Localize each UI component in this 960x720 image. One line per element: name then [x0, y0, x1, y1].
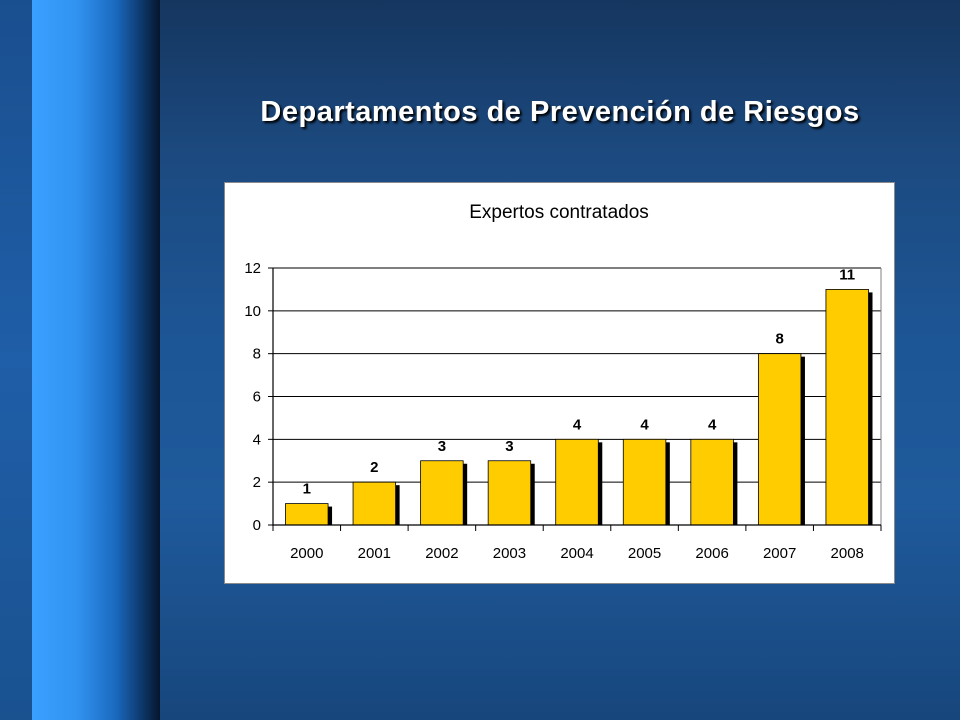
y-tick-label: 10	[244, 303, 261, 320]
bar	[487, 460, 532, 526]
x-tick-label: 2002	[425, 545, 458, 562]
x-tick-label: 2001	[358, 545, 391, 562]
data-label: 11	[839, 266, 855, 283]
left-decorative-bar	[32, 0, 160, 720]
y-tick-labels: 0 2 4 6 8 10 12	[244, 260, 261, 534]
x-tick-label: 2008	[831, 545, 864, 562]
x-tick-label: 2007	[763, 545, 796, 562]
data-label: 2	[370, 459, 378, 476]
x-tick-label: 2005	[628, 545, 661, 562]
data-label: 4	[640, 416, 649, 433]
data-label: 4	[573, 416, 582, 433]
y-tick-label: 4	[253, 431, 261, 448]
data-label: 3	[505, 438, 513, 455]
bar	[285, 503, 329, 526]
x-tick-label: 2004	[560, 545, 593, 562]
x-tick-label: 2003	[493, 545, 526, 562]
left-edge-strip	[0, 0, 32, 720]
x-tick-label: 2000	[290, 545, 323, 562]
x-tick-labels: 2000 2001 2002 2003 2004 2005 2006 2007 2008	[290, 545, 864, 562]
chart-title: Expertos contratados	[469, 202, 649, 223]
chart-panel: Expertos contratados 0 2 4 6 8 10 12 2000 2001 2…	[224, 182, 895, 584]
bar	[352, 481, 397, 526]
y-tick-label: 12	[244, 260, 261, 277]
bars	[285, 289, 873, 526]
bar	[555, 438, 599, 526]
axes	[268, 267, 882, 531]
bar	[690, 438, 734, 526]
data-labels: 1 2 3 3 4 4 4 8 11	[303, 266, 856, 497]
slide-title: Departamentos de Prevención de Riesgos	[260, 96, 860, 128]
bar	[825, 289, 869, 526]
bar	[420, 460, 464, 526]
y-tick-label: 6	[253, 389, 261, 406]
data-label: 3	[438, 438, 446, 455]
bar	[757, 353, 802, 526]
x-tick-label: 2006	[695, 545, 728, 562]
y-tick-label: 0	[253, 517, 261, 534]
data-label: 4	[708, 416, 717, 433]
y-tick-label: 8	[253, 346, 261, 363]
y-tick-label: 2	[253, 474, 261, 491]
data-label: 1	[303, 481, 311, 498]
data-label: 8	[775, 331, 783, 348]
bar	[622, 438, 667, 526]
